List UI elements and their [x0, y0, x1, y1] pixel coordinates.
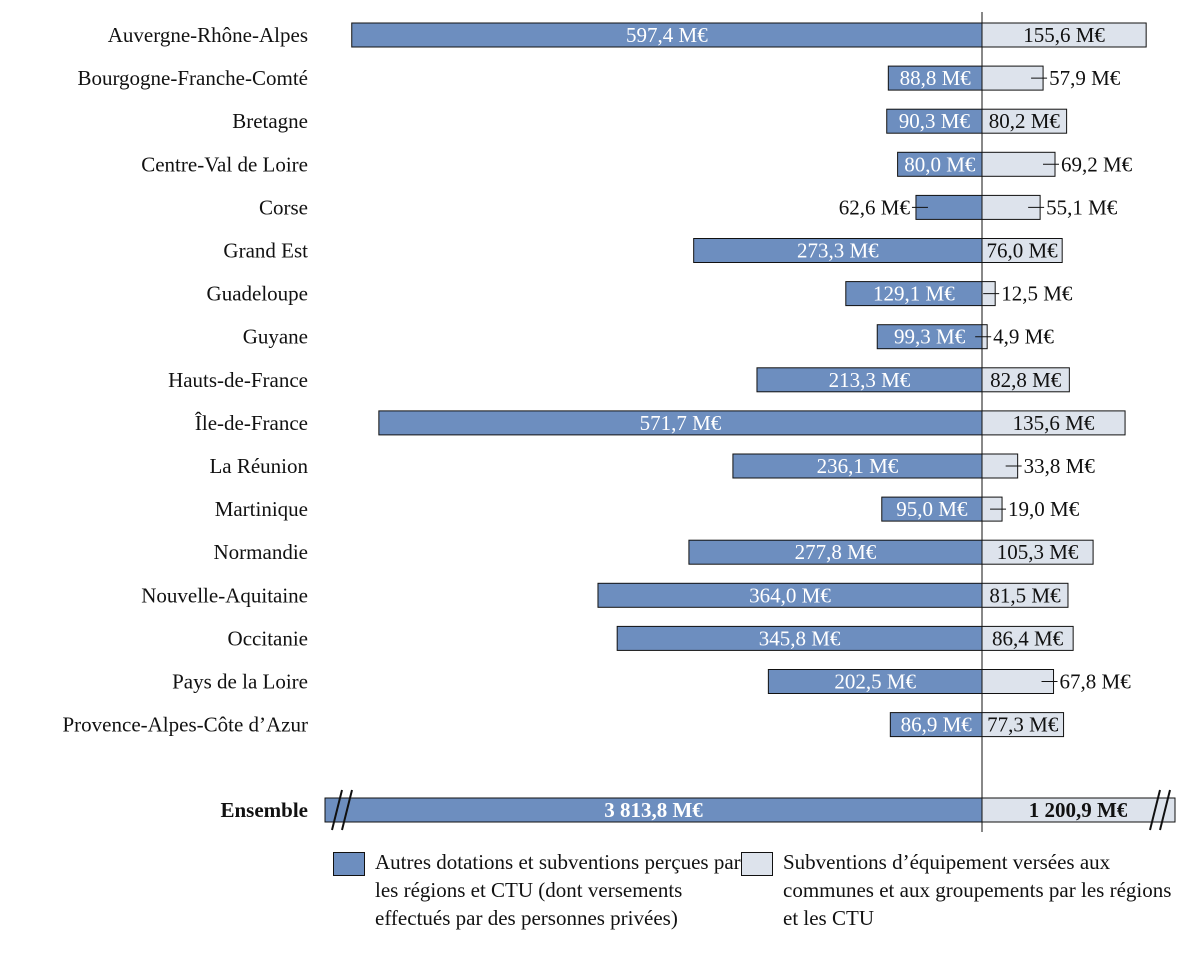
bar-right — [981, 582, 1069, 608]
legend-swatch-right — [741, 852, 773, 876]
category-label: Occitanie — [228, 626, 308, 650]
category-label: La Réunion — [209, 454, 308, 478]
category-label: Île-de-France — [195, 411, 308, 435]
bar-right — [981, 22, 1147, 48]
data-label-right: 69,2 M€ — [1061, 152, 1133, 176]
data-label-left: 273,3 M€ — [797, 239, 879, 263]
data-label-left: 62,6 M€ — [839, 195, 911, 219]
bar-right — [981, 712, 1065, 738]
data-label-left: 571,7 M€ — [640, 411, 722, 435]
category-label: Nouvelle-Aquitaine — [141, 583, 308, 607]
data-label-left: 90,3 M€ — [899, 109, 971, 133]
bar-right — [981, 539, 1094, 565]
bar-left — [616, 625, 983, 651]
bar-left — [881, 496, 983, 522]
data-label-right: 19,0 M€ — [1008, 497, 1080, 521]
category-label: Guyane — [243, 325, 308, 349]
legend-swatch-left — [333, 852, 365, 876]
data-label-right: 57,9 M€ — [1049, 66, 1121, 90]
category-label: Hauts-de-France — [168, 368, 308, 392]
category-label: Corse — [259, 195, 308, 219]
category-label: Pays de la Loire — [172, 670, 308, 694]
data-label-right: 82,8 M€ — [990, 368, 1062, 392]
data-label-left: 213,3 M€ — [829, 368, 911, 392]
data-label-right: 135,6 M€ — [1013, 411, 1095, 435]
data-label-right: 86,4 M€ — [992, 626, 1064, 650]
total-label-left: 3 813,8 M€ — [604, 798, 703, 822]
category-label: Centre-Val de Loire — [141, 152, 308, 176]
data-label-right: 33,8 M€ — [1024, 454, 1096, 478]
bar-left — [756, 367, 983, 393]
category-label: Grand Est — [223, 239, 308, 263]
category-label: Martinique — [215, 497, 308, 521]
data-label-right: 67,8 M€ — [1060, 670, 1132, 694]
data-label-right: 77,3 M€ — [987, 713, 1059, 737]
data-label-left: 236,1 M€ — [817, 454, 899, 478]
data-label-left: 129,1 M€ — [873, 282, 955, 306]
data-label-left: 88,8 M€ — [900, 66, 972, 90]
data-label-left: 202,5 M€ — [834, 670, 916, 694]
data-label-right: 105,3 M€ — [997, 540, 1079, 564]
bar-left — [889, 712, 983, 738]
data-label-right: 155,6 M€ — [1023, 23, 1105, 47]
axis-break-mark — [331, 789, 343, 831]
axis-break-mark — [1149, 789, 1161, 831]
data-label-left: 364,0 M€ — [749, 583, 831, 607]
bar-right — [981, 238, 1063, 263]
total-row: Ensemble 3 813,8 M€ 1 200,9 M€ — [220, 789, 1176, 831]
data-label-left: 277,8 M€ — [795, 540, 877, 564]
legend-label-right: Subventions d’équipement versées aux com… — [783, 850, 1172, 930]
data-label-left: 86,9 M€ — [901, 713, 973, 737]
axis-break-mark — [341, 789, 353, 831]
data-label-left: 99,3 M€ — [894, 325, 966, 349]
bar-left — [845, 281, 983, 307]
data-label-left: 597,4 M€ — [626, 23, 708, 47]
bar-right — [981, 367, 1070, 393]
category-label: Auvergne-Rhône-Alpes — [108, 23, 308, 47]
bar-right — [981, 108, 1068, 134]
data-label-right: 81,5 M€ — [989, 583, 1061, 607]
data-label-left: 80,0 M€ — [904, 152, 976, 176]
data-label-right: 80,2 M€ — [989, 109, 1061, 133]
category-label: Normandie — [214, 540, 308, 564]
chart-rows: Auvergne-Rhône-Alpes 597,4 M€ 155,6 M€ Bour… — [63, 22, 1147, 738]
data-label-right: 55,1 M€ — [1046, 195, 1118, 219]
category-label: Bourgogne-Franche-Comté — [77, 66, 308, 90]
category-label: Guadeloupe — [207, 282, 308, 306]
data-label-right: 4,9 M€ — [993, 325, 1054, 349]
data-label-right: 76,0 M€ — [986, 239, 1058, 263]
data-label-left: 95,0 M€ — [896, 497, 968, 521]
data-label-right: 12,5 M€ — [1001, 282, 1073, 306]
bar-left — [693, 238, 983, 263]
category-label: Bretagne — [232, 109, 308, 133]
bar-left — [767, 669, 983, 694]
bar-left — [597, 582, 983, 608]
total-category-label: Ensemble — [220, 798, 308, 822]
bar-left — [688, 539, 983, 565]
legend-label-left: Autres dotations et subventions perçues … — [375, 850, 741, 930]
category-label: Provence-Alpes-Côte d’Azur — [63, 713, 309, 737]
axis-break-mark — [1159, 789, 1171, 831]
data-label-left: 345,8 M€ — [759, 626, 841, 650]
total-label-right: 1 200,9 M€ — [1029, 798, 1128, 822]
bar-left — [732, 453, 983, 479]
bar-left — [351, 22, 983, 48]
bar-left — [876, 324, 983, 350]
bar-left — [887, 65, 983, 91]
